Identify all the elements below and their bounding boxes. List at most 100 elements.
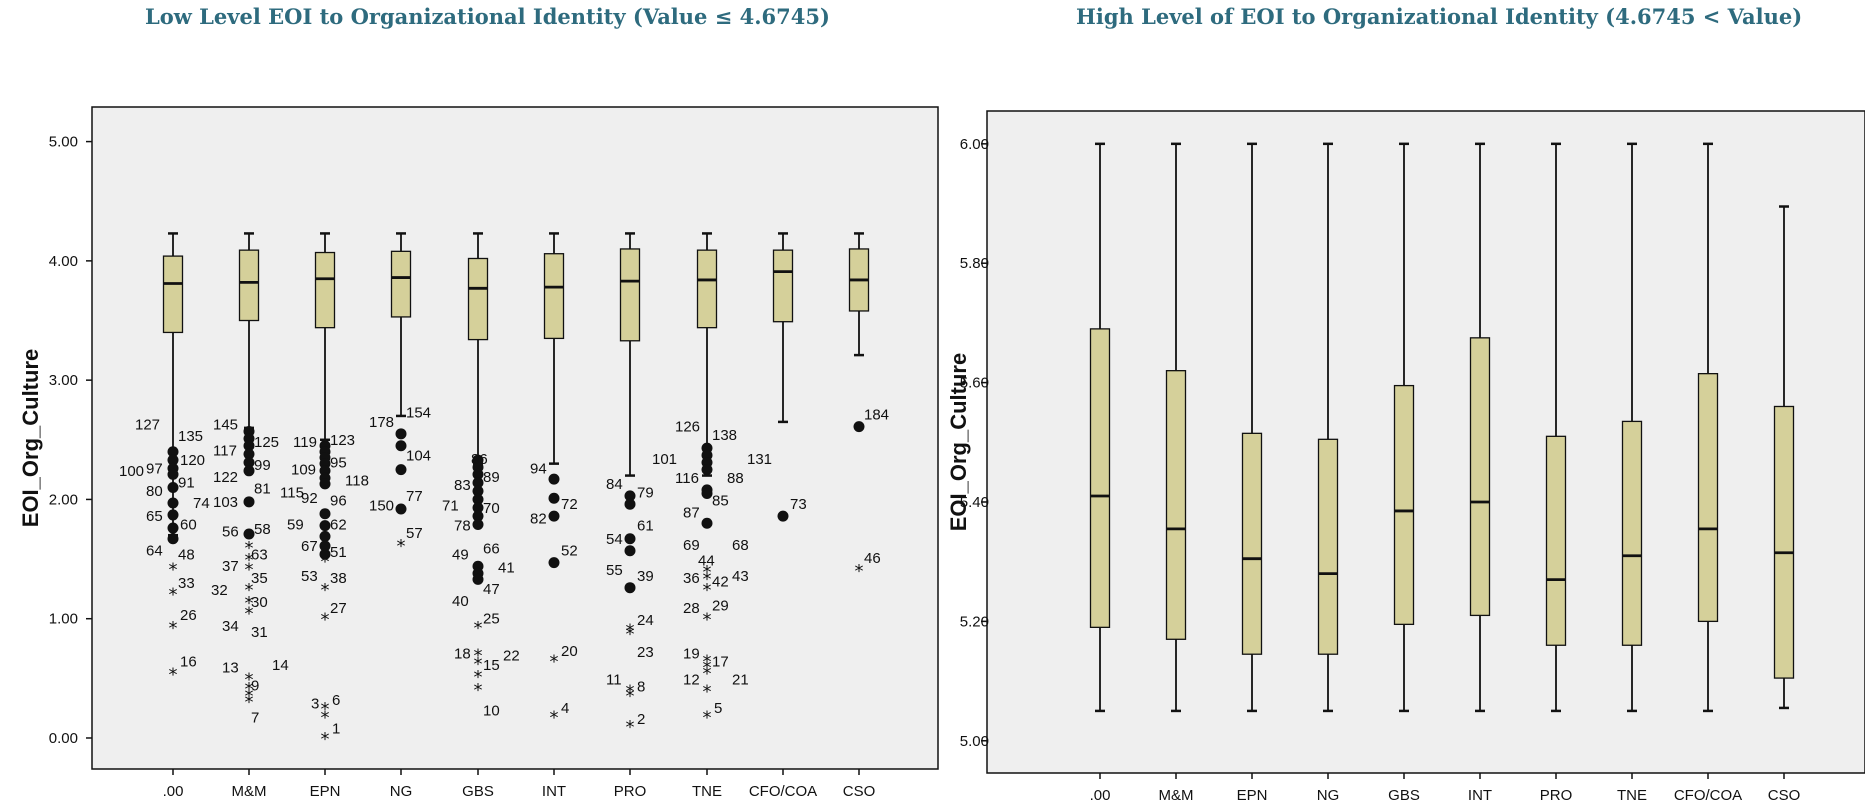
left-extreme-point: * [703,657,712,678]
left-point-label: 38 [330,570,347,587]
left-extreme-point: * [169,560,178,581]
left-box [162,255,184,334]
left-point-label: 116 [675,470,699,487]
left-point-label: 85 [712,493,729,510]
left-y-tick-label: 0.00 [49,730,78,747]
left-point-label: 2 [637,711,645,728]
left-point-label: 89 [483,469,500,486]
left-outlier-point [167,522,179,534]
left-point-label: 30 [251,594,268,611]
left-point-label: 53 [301,568,318,585]
left-point-label: 72 [561,496,578,513]
left-outlier-point [548,557,560,569]
left-extreme-point: * [321,610,330,631]
left-point-label: 88 [727,470,744,487]
right-plot-area [986,110,1865,774]
left-outlier-point [472,477,484,489]
left-point-label: 32 [211,582,228,599]
left-point-label: 66 [483,540,500,557]
left-category-label: EPN [310,783,341,800]
left-point-label: 178 [369,414,394,431]
right-box [1317,438,1339,655]
right-box [1165,370,1187,640]
left-y-tick-label: 2.00 [49,491,78,508]
left-point-label: 104 [406,447,431,464]
left-category-label: CSO [843,783,876,800]
left-outlier-point [624,533,636,545]
left-point-label: 184 [864,407,889,424]
right-chart-title: High Level of EOI to Organizational Iden… [1076,4,1803,29]
right-y-tick-label: 5.40 [960,494,989,511]
left-point-label: 33 [178,575,195,592]
left-boxplot-chart: 0.00 1.00 2.00 3.00 4.00 5.00 EOI_Org_Culture.… [18,106,939,800]
left-extreme-point: * [245,550,254,571]
left-outlier-point [319,478,331,490]
left-outlier-point [319,508,331,520]
right-y-axis-label: EOI_Org_Culture [946,353,971,531]
left-outlier-point [548,492,560,504]
left-point-label: 6 [332,692,340,709]
left-extreme-point: * [321,551,330,572]
left-extreme-point: * [474,667,483,688]
right-box [1393,384,1415,626]
left-outlier-point [701,517,713,529]
left-outlier-point [472,510,484,522]
left-point-label: 35 [251,570,268,587]
left-outlier-point [243,440,255,452]
left-extreme-point: * [703,580,712,601]
left-extreme-point: * [321,729,330,750]
left-outlier-point [701,487,713,499]
left-extreme-point: * [397,536,406,557]
left-point-label: 36 [683,570,700,587]
left-point-label: 20 [561,643,578,660]
left-point-label: 47 [483,581,500,598]
left-outlier-point [243,456,255,468]
left-outlier-point [777,510,789,522]
left-outlier-point [243,496,255,508]
left-point-label: 150 [369,497,394,514]
left-point-label: 19 [683,645,700,662]
left-outlier-point [624,490,636,502]
left-outlier-point [624,582,636,594]
left-category-label: GBS [462,783,494,800]
left-extreme-point: * [245,560,254,581]
left-point-label: 94 [530,460,547,477]
left-outlier-point [167,446,179,458]
right-category-label: INT [1468,787,1492,804]
left-extreme-point: * [474,680,483,701]
left-point-label: 56 [222,524,239,541]
left-point-label: 154 [406,404,431,421]
left-point-label: 95 [330,454,347,471]
left-extreme-point: * [169,585,178,606]
left-box [543,253,565,340]
right-box [1621,420,1643,646]
left-point-label: 11 [606,672,622,689]
left-point-label: 18 [454,645,471,662]
left-extreme-point: * [321,699,330,720]
left-y-tick-label: 4.00 [49,253,78,270]
left-point-label: 86 [471,451,488,468]
left-point-label: 3 [311,695,319,712]
left-extreme-point: * [703,651,712,672]
left-outlier-point [624,498,636,510]
left-point-label: 74 [193,495,210,512]
left-point-label: 122 [213,469,238,486]
left-point-label: 68 [732,537,749,554]
left-point-label: 46 [864,550,881,567]
left-point-label: 115 [280,484,304,501]
left-point-label: 101 [652,451,677,468]
left-extreme-point: * [474,654,483,675]
left-point-label: 14 [272,657,289,674]
right-y-tick-label: 6.00 [960,136,989,153]
left-chart-title: Low Level EOI to Organizational Identity… [145,4,830,29]
left-point-label: 52 [561,543,578,560]
left-point-label: 117 [213,443,237,460]
left-point-label: 64 [146,543,163,560]
left-extreme-point: * [169,665,178,686]
left-extreme-point: * [855,561,864,582]
left-point-label: 1 [332,720,340,737]
right-category-label: .00 [1090,787,1111,804]
left-y-tick-label: 1.00 [49,611,78,628]
left-point-label: 24 [637,612,654,629]
